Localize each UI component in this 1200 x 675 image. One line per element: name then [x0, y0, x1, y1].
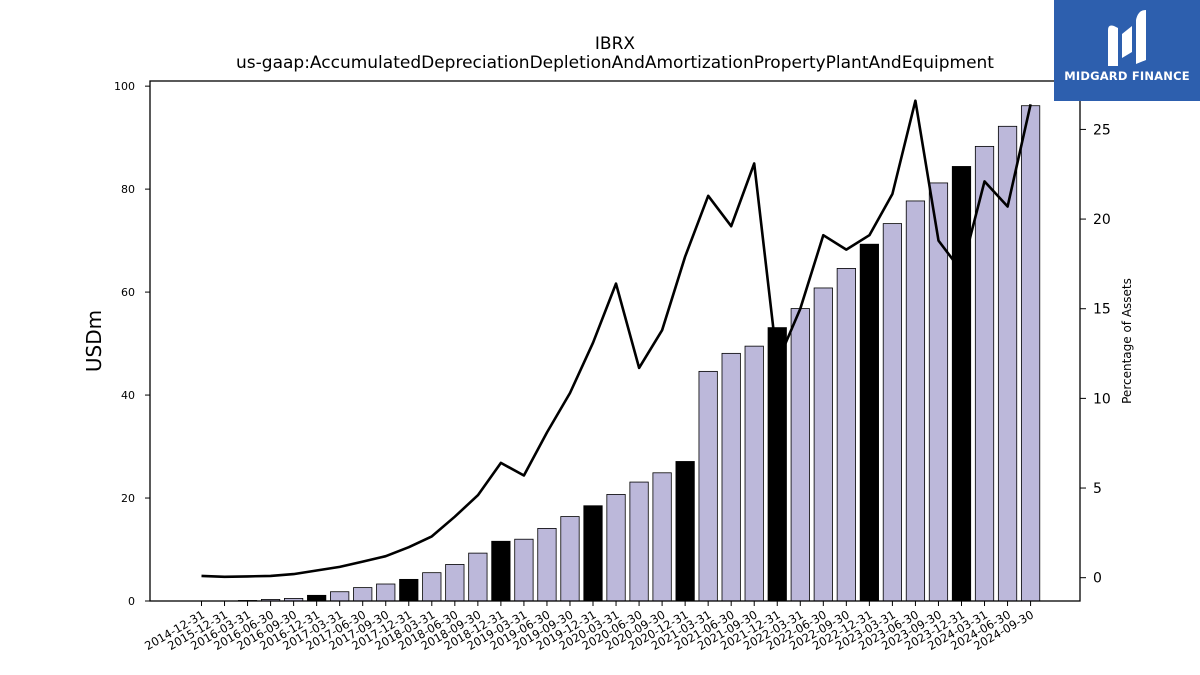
plot-frame	[149, 80, 1081, 602]
bar-2018-03-31	[422, 572, 442, 602]
bar-2017-03-31	[330, 591, 350, 602]
bar-2018-09-30	[468, 552, 488, 602]
percentage-of-assets-line	[201, 99, 1032, 579]
bar-2019-03-31	[514, 538, 534, 602]
bar-2022-03-31	[790, 308, 810, 602]
left-tick-label-40: 40	[121, 389, 135, 402]
bars-layer	[237, 105, 1041, 602]
left-tick-label-0: 0	[128, 595, 135, 608]
bar-2021-09-30	[744, 345, 764, 602]
bar-2019-09-30	[560, 516, 580, 602]
bar-2016-12-31	[307, 594, 327, 602]
left-axis: 0 20 40 60 80 100	[114, 80, 150, 608]
right-axis-label: Percentage of Assets	[1120, 278, 1134, 404]
bar-2022-09-30	[836, 268, 856, 602]
bar-2018-06-30	[445, 564, 465, 602]
bar-2020-12-31	[675, 461, 695, 602]
right-axis: 0 5 10 15 20 25	[1080, 122, 1111, 587]
bar-2024-03-31	[974, 145, 995, 602]
left-tick-label-80: 80	[121, 183, 135, 196]
bar-2022-12-31	[859, 243, 879, 602]
bar-2018-12-31	[491, 540, 511, 602]
bar-2019-12-31	[583, 505, 603, 602]
chart-title: IBRX	[595, 34, 635, 54]
x-axis: 2014-12-312015-12-312016-03-312016-06-30…	[142, 601, 1036, 653]
chart-subtitle: us-gaap:AccumulatedDepreciationDepletion…	[236, 53, 994, 73]
bar-2021-03-31	[698, 370, 718, 602]
right-tick-label-25: 25	[1093, 122, 1111, 138]
bar-2021-06-30	[721, 352, 741, 602]
midgard-finance-logo: MIDGARD FINANCE	[1054, 0, 1200, 101]
left-tick-label-60: 60	[121, 286, 135, 299]
logo-text: MIDGARD FINANCE	[1064, 69, 1190, 83]
right-tick-label-5: 5	[1093, 481, 1102, 497]
bar-2023-03-31	[882, 223, 903, 602]
bar-2020-03-31	[606, 494, 626, 602]
bar-2020-09-30	[652, 472, 672, 602]
bar-2017-06-30	[353, 587, 373, 602]
bar-2023-09-30	[928, 182, 949, 602]
left-tick-label-100: 100	[114, 80, 135, 93]
bar-2017-09-30	[376, 583, 396, 602]
bar-2019-06-30	[537, 528, 557, 602]
bar-2023-12-31	[951, 166, 972, 602]
right-tick-label-10: 10	[1093, 391, 1111, 407]
bar-2024-09-30	[1020, 105, 1041, 602]
y-axis-label: USDm	[82, 310, 106, 372]
bar-2022-06-30	[813, 287, 833, 602]
right-tick-label-20: 20	[1093, 212, 1111, 228]
line-layer	[201, 99, 1032, 579]
logo-mark-icon	[1108, 10, 1146, 66]
bar-2017-12-31	[399, 578, 419, 602]
left-tick-label-20: 20	[121, 492, 135, 505]
bar-2024-06-30	[997, 125, 1018, 602]
right-tick-label-15: 15	[1093, 302, 1111, 318]
right-tick-label-0: 0	[1093, 571, 1102, 587]
bar-2020-06-30	[629, 481, 649, 602]
bar-2021-12-31	[767, 327, 787, 602]
bar-2023-06-30	[905, 200, 926, 602]
